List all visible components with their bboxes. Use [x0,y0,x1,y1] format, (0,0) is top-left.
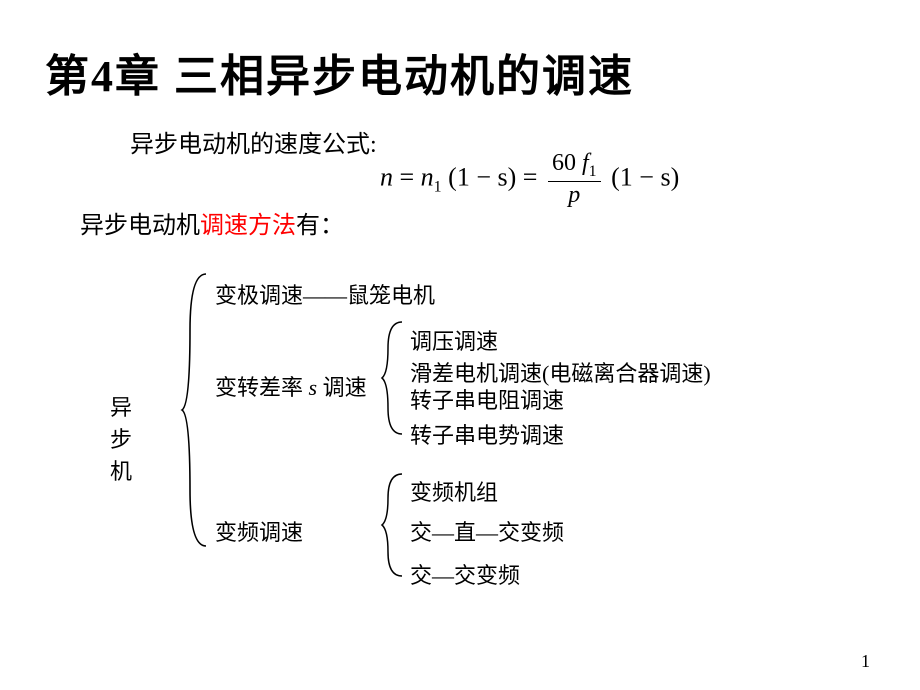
tree-l1b-var: s [309,375,318,400]
formula-fraction: 60 f1 p [548,150,601,209]
speed-formula: n = n1 (1 − s) = 60 f1 p (1 − s) [380,150,679,209]
tree-l2-voltage: 调压调速 [410,324,498,356]
chapter-title: 第4章 三相异步电动机的调速 [0,0,920,104]
formula-paren2: (1 − s) [611,162,679,191]
tree-l2-rotor-emf: 转子串电势调速 [410,418,564,450]
frac-num-coeff: 60 [552,150,576,176]
formula-lhs-var: n [380,162,393,191]
frac-den: p [548,182,601,209]
page-number: 1 [861,651,870,672]
methods-intro-suffix: 有： [296,213,344,239]
tree-l2-freq-unit: 变频机组 [410,475,498,507]
tree-l2-ac-ac: 交—交变频 [410,558,520,590]
tree-l2-acdc-ac: 交—直—交变频 [410,515,564,547]
tree-l1-slip-change: 变转差率 s 调速 [215,370,367,402]
brace-root [180,270,210,550]
frac-num-var: f [582,150,589,176]
tree-l1-freq-change: 变频调速 [215,515,303,547]
tree-l1b-prefix: 变转差率 [215,375,309,400]
tree-root-label: 异步机 [110,390,132,486]
formula-n1-sub: 1 [434,179,442,196]
frac-num-sub: 1 [589,163,597,180]
brace-freq [380,470,406,580]
brace-slip [380,318,406,438]
formula-n1-var: n [421,162,434,191]
methods-intro-highlight: 调速方法 [200,213,296,239]
formula-paren1: (1 − s) [448,162,516,191]
tree-l1b-suffix: 调速 [317,375,367,400]
methods-intro: 异步电动机调速方法有： [80,205,344,240]
tree-l2-rotor-resistance: 转子串电阻调速 [410,383,564,415]
tree-l1-pole-change: 变极调速——鼠笼电机 [215,278,435,310]
methods-intro-prefix: 异步电动机 [80,213,200,239]
